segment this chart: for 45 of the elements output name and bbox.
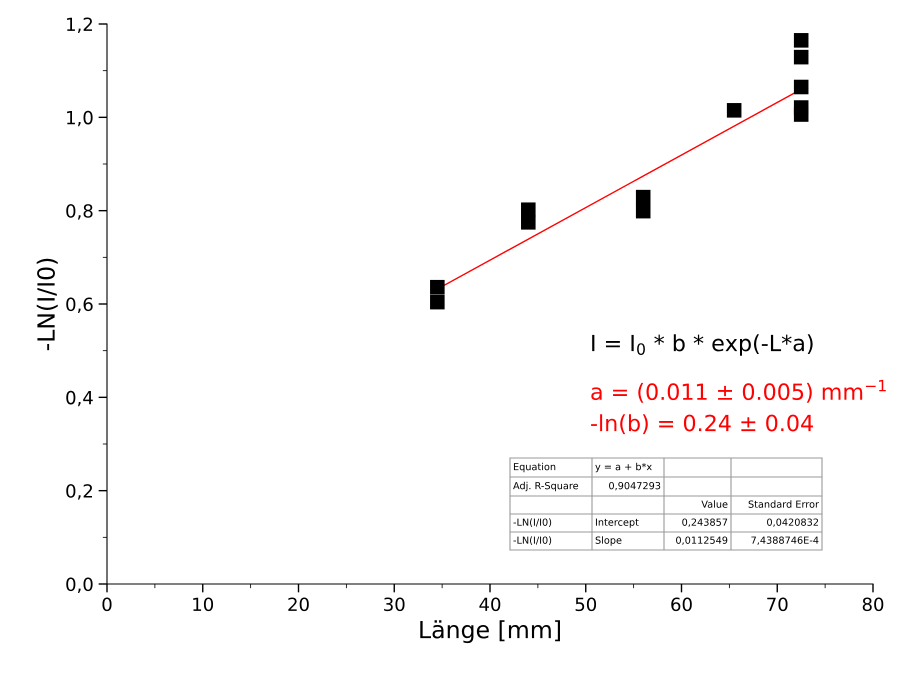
- x-tick-label: 0: [102, 598, 112, 612]
- point: [726, 103, 742, 118]
- y-tick-label: 0,0: [66, 577, 93, 593]
- point: [636, 190, 650, 204]
- annotation: Slope: [596, 536, 622, 546]
- annotation: -LN(I/I0): [513, 518, 552, 527]
- annotation: -LN(I/I0): [513, 536, 552, 545]
- annotation: 0,9047293: [609, 482, 660, 490]
- annotation: Value: [701, 500, 728, 508]
- point: [794, 80, 808, 94]
- x-axis-title: Länge [mm]: [420, 620, 560, 644]
- annotation: I = I$_{0}$ * b * exp(-L*a): [592, 334, 813, 356]
- point: [430, 280, 445, 294]
- annotation: 0,243857: [682, 518, 728, 527]
- x-tick-label: 20: [288, 598, 309, 612]
- y-tick-label: 0,6: [66, 297, 93, 313]
- annotation: 0,0420832: [767, 518, 818, 527]
- x-tick-label: 30: [384, 598, 405, 612]
- annotation: y = a + b*x: [595, 462, 652, 472]
- point: [794, 107, 808, 122]
- point: [521, 215, 536, 230]
- x-tick-label: 50: [576, 598, 596, 612]
- point: [794, 50, 808, 64]
- x-tick-label: 10: [193, 598, 214, 612]
- y-tick-label: 0,4: [66, 390, 93, 406]
- x-tick-label: 70: [767, 598, 788, 612]
- annotation: Adj. R-Square: [513, 482, 578, 492]
- x-tick-label: 40: [479, 598, 500, 612]
- point: [430, 294, 445, 310]
- annotation: 7,4388746E-4: [751, 536, 818, 545]
- y-tick-label: 0,8: [66, 204, 93, 220]
- x-tick-label: 80: [862, 598, 884, 612]
- annotation: Intercept: [596, 518, 639, 528]
- point: [636, 204, 650, 218]
- point: [794, 33, 808, 48]
- y-tick-label: 0,2: [66, 484, 92, 500]
- annotation: a = (0.011 ± 0.005) mm$^{−1}$: [591, 380, 886, 403]
- y-axis-title: -LN(I/I0): [36, 258, 58, 350]
- y-tick-label: 1,2: [67, 17, 92, 33]
- y-tick-label: 1,0: [67, 110, 93, 126]
- x-tick-label: 60: [671, 598, 692, 612]
- annotation: Standard Error: [748, 500, 819, 508]
- annotation: Equation: [514, 462, 556, 472]
- annotation: 0,0112549: [676, 536, 728, 545]
- annotation: -ln(b) = 0.24 ± 0.04: [591, 414, 813, 434]
